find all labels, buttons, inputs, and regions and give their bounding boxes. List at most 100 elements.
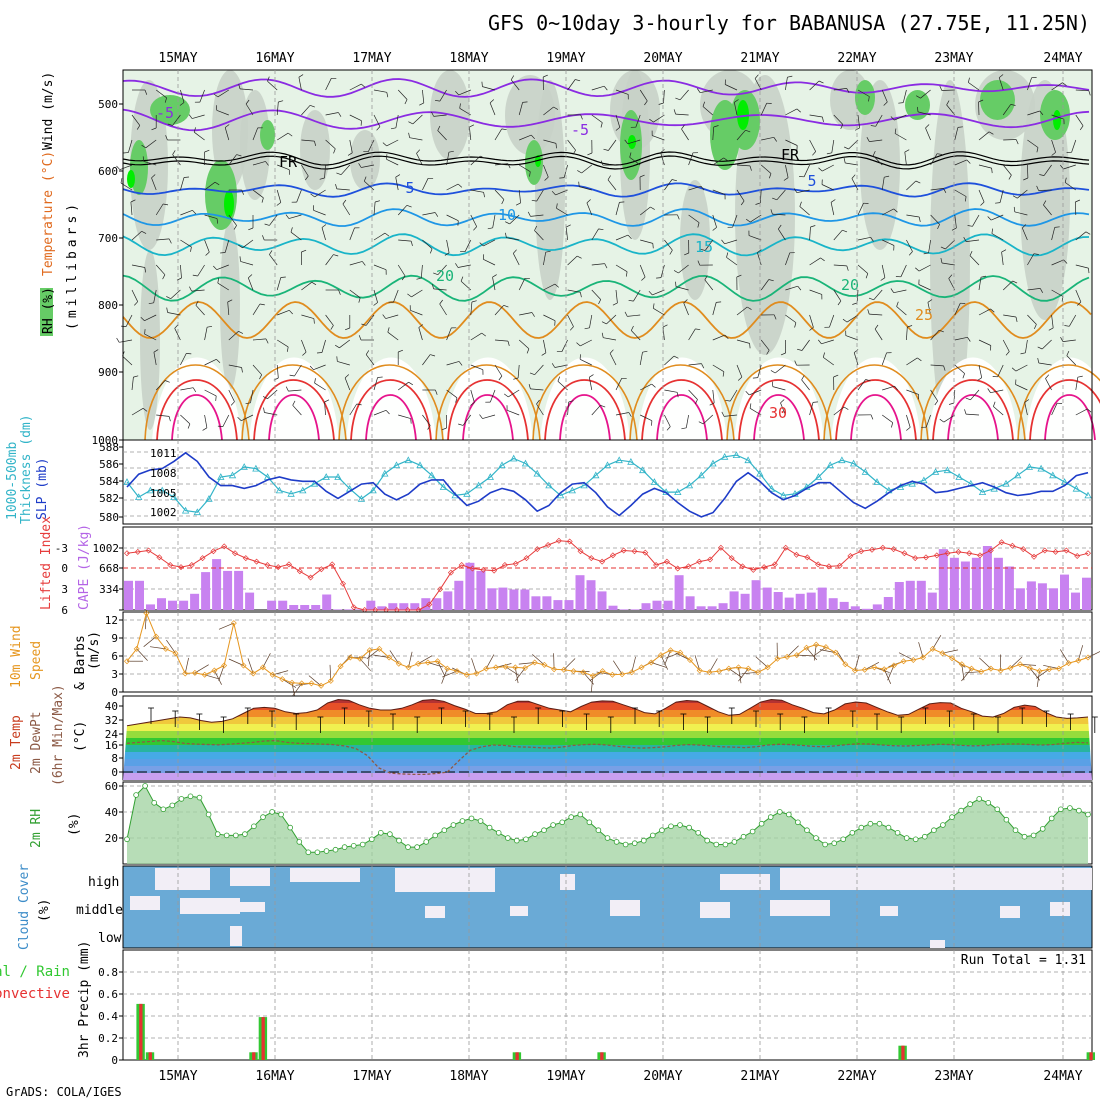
wind-barb-flag	[205, 251, 210, 256]
wind-barb	[180, 353, 187, 366]
wind-barb-flag	[286, 346, 289, 352]
wind-barb-flag	[501, 128, 507, 131]
wind-barb-flag	[896, 301, 899, 307]
wind-barb	[640, 414, 653, 422]
wind-barb-flag	[471, 300, 477, 303]
thickness-point	[615, 456, 623, 464]
wind-barb	[1043, 164, 1052, 176]
slp-label: SLP (mb)	[35, 457, 50, 520]
wind-barb-flag	[333, 148, 336, 154]
cape-bar	[531, 596, 541, 610]
wind-barb-flag	[144, 329, 146, 335]
slp-tick: 1002	[150, 506, 177, 519]
li-point	[739, 563, 746, 570]
wind-barb	[688, 389, 698, 400]
wind-barb	[581, 164, 593, 174]
wind-barb	[398, 239, 412, 242]
wind-barb-flag	[267, 76, 270, 82]
wind-barb-flag	[578, 181, 580, 187]
wind-barb	[681, 128, 689, 141]
thickness-point	[639, 466, 647, 474]
wind-barb	[732, 214, 738, 228]
wind-barb-flag	[723, 157, 729, 162]
pressure-tick: 500	[98, 98, 118, 111]
wind-barb-flag	[833, 374, 839, 378]
wind-point	[589, 673, 596, 679]
wind-point	[813, 641, 820, 648]
wind-barb-flag	[572, 150, 576, 155]
cape-bar	[399, 603, 409, 610]
wind-barb	[970, 389, 980, 401]
wind-barb-flag	[940, 258, 943, 264]
li-point	[685, 563, 692, 570]
cloud-gaps	[130, 868, 1092, 948]
wind-barb	[228, 214, 237, 226]
cloud-gap	[230, 868, 270, 886]
rh-point	[867, 820, 874, 827]
li-point	[804, 554, 811, 561]
contour-35-arch	[559, 394, 611, 441]
wind-barb	[180, 209, 193, 216]
contour-5	[122, 182, 1090, 198]
wind-point	[191, 669, 198, 676]
li-point	[178, 564, 184, 571]
wind-barb-10m	[613, 660, 623, 675]
wind-barb	[506, 237, 520, 241]
li-point	[825, 563, 832, 570]
wind-point	[531, 659, 538, 666]
wind-barb	[906, 180, 917, 191]
wind-barb-10m	[442, 670, 458, 678]
cape-bar	[179, 600, 189, 610]
wind-barb-flag	[273, 377, 279, 381]
bottom-date-23may: 23MAY	[934, 1069, 973, 1084]
wind-barb-flag	[822, 352, 825, 358]
wind-barb-flag	[962, 373, 965, 379]
wind-barb-flag	[980, 275, 986, 278]
wind-barb	[119, 164, 133, 171]
wind-barb-flag	[314, 141, 317, 146]
wind-barb-10m	[282, 678, 297, 688]
wind-barb	[785, 252, 791, 266]
li-point	[847, 553, 854, 559]
wind-barb-flag	[675, 97, 681, 101]
wind-barb-flag	[238, 244, 243, 249]
wind-point	[900, 658, 907, 665]
wind-barb	[131, 289, 139, 302]
wind-point	[1055, 665, 1062, 672]
cape-bar	[454, 580, 464, 610]
wind-speed-series	[126, 611, 1089, 687]
wind-barb	[640, 239, 653, 244]
wind-barb	[1051, 403, 1058, 416]
wind-barb-flag	[993, 401, 996, 407]
contour-35-arch	[850, 394, 902, 441]
wind-barb-flag	[580, 292, 582, 298]
wind-barb	[418, 327, 423, 341]
wind-point	[716, 668, 723, 675]
contour-25	[122, 301, 1092, 339]
wind-barb-flag	[968, 77, 970, 83]
wind-barb	[1063, 164, 1076, 170]
wind-barb-flag	[398, 349, 404, 353]
wind-barb-flag	[305, 175, 309, 181]
cloud-panel: high middle low Cloud Cover (%)	[17, 864, 1093, 950]
wind-barb	[155, 203, 164, 216]
wind-barb	[247, 277, 254, 291]
wind-barb	[373, 232, 386, 241]
wind-barb	[470, 364, 484, 371]
wind-point	[619, 671, 626, 678]
wind-barb	[712, 189, 726, 195]
wind-point	[725, 665, 732, 672]
wind-barb-flag	[757, 249, 762, 253]
wind-barb	[276, 364, 279, 379]
wind-barb-flag	[946, 100, 950, 106]
wind-barb-flag	[427, 425, 431, 430]
wind-barb-flag	[749, 165, 752, 171]
thickness-point	[146, 486, 155, 494]
rh-label-2: (%)	[67, 813, 82, 836]
wind-barb-10m	[631, 656, 636, 673]
rh-point	[849, 829, 856, 836]
wind-barb	[1075, 114, 1084, 126]
wind-barb-flag	[1001, 249, 1007, 253]
wind-barb	[290, 231, 302, 241]
wind-barb	[349, 139, 353, 153]
